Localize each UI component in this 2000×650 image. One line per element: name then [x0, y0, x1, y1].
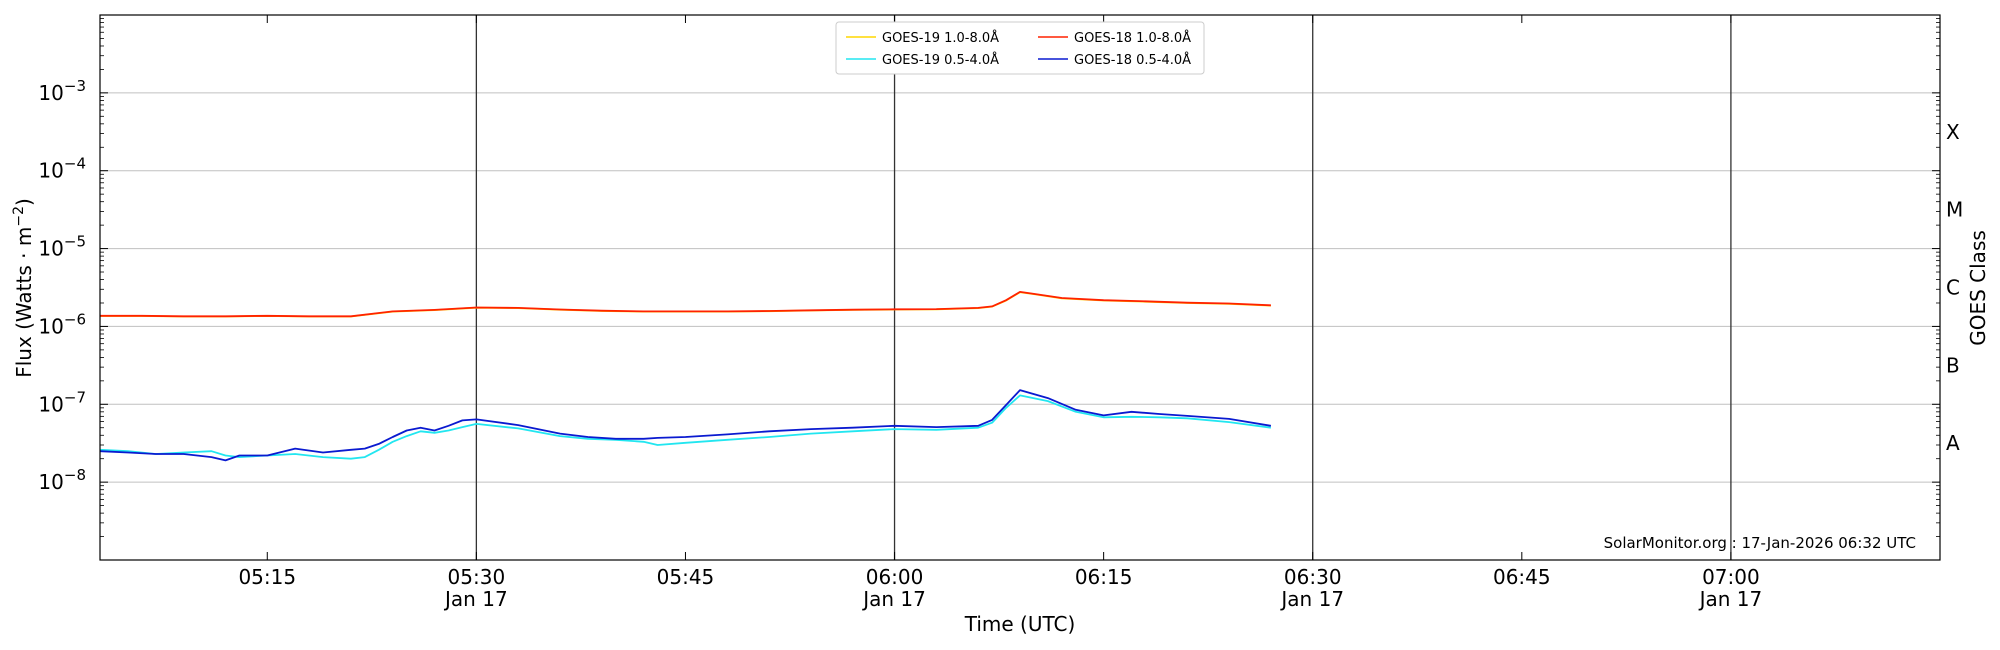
x-tick-date-label: Jan 17 — [1698, 587, 1763, 611]
x-axis-label: Time (UTC) — [964, 612, 1076, 636]
y-tick-label: 10−6 — [38, 310, 86, 338]
legend-box — [835, 21, 1205, 75]
goes-class-label: B — [1946, 353, 1960, 377]
y-tick-label: 10−3 — [38, 77, 86, 105]
x-tick-label: 05:45 — [657, 565, 715, 589]
series-line — [99, 389, 1272, 462]
x-tick-label: 07:00 — [1702, 565, 1760, 589]
x-tick-label: 05:15 — [238, 565, 296, 589]
y-axis-ticks: 10−8 10−7 10−6 10−5 10−4 10−3 — [38, 18, 1940, 537]
goes-class-labels: A B C M X — [1946, 120, 1963, 455]
goes-class-label: A — [1946, 431, 1960, 455]
x-tick-label: 05:30 — [448, 565, 506, 589]
x-tick-label: 06:30 — [1284, 565, 1342, 589]
legend: GOES-19 1.0-8.0Å GOES-19 0.5-4.0Å GOES-18 … — [835, 21, 1205, 75]
legend-label: GOES-19 1.0-8.0Å — [882, 30, 999, 46]
y-axis-label: Flux (Watts · m−2) — [11, 198, 36, 378]
goes-class-label: X — [1946, 120, 1960, 144]
goes-class-label: C — [1946, 276, 1960, 300]
legend-label: GOES-19 0.5-4.0Å — [882, 52, 999, 68]
y-tick-label: 10−7 — [38, 388, 86, 416]
series-line — [99, 394, 1272, 460]
goes-class-label: M — [1946, 198, 1963, 222]
legend-items: GOES-19 1.0-8.0Å GOES-19 0.5-4.0Å GOES-18 … — [846, 30, 1191, 68]
right-axis-label: GOES Class — [1966, 230, 1990, 346]
credit-text: SolarMonitor.org : 17-Jan-2026 06:32 UTC — [1604, 534, 1916, 552]
legend-label: GOES-18 0.5-4.0Å — [1074, 52, 1191, 68]
y-tick-label: 10−8 — [38, 466, 86, 494]
series-line — [100, 290, 1271, 318]
x-tick-date-label: Jan 17 — [861, 587, 926, 611]
x-tick-date-label: Jan 17 — [443, 587, 508, 611]
y-tick-label: 10−5 — [38, 233, 86, 261]
series-line — [100, 291, 1271, 318]
grid-lines — [100, 92, 1940, 483]
x-tick-label: 06:45 — [1493, 565, 1551, 589]
vertical-marker-lines — [475, 15, 1732, 560]
plot-frame — [99, 14, 1941, 561]
y-tick-label: 10−4 — [38, 155, 86, 183]
x-tick-date-label: Jan 17 — [1279, 587, 1344, 611]
series-lines — [99, 290, 1272, 462]
x-tick-label: 06:00 — [866, 565, 924, 589]
legend-label: GOES-18 1.0-8.0Å — [1074, 30, 1191, 46]
x-tick-label: 06:15 — [1075, 565, 1133, 589]
